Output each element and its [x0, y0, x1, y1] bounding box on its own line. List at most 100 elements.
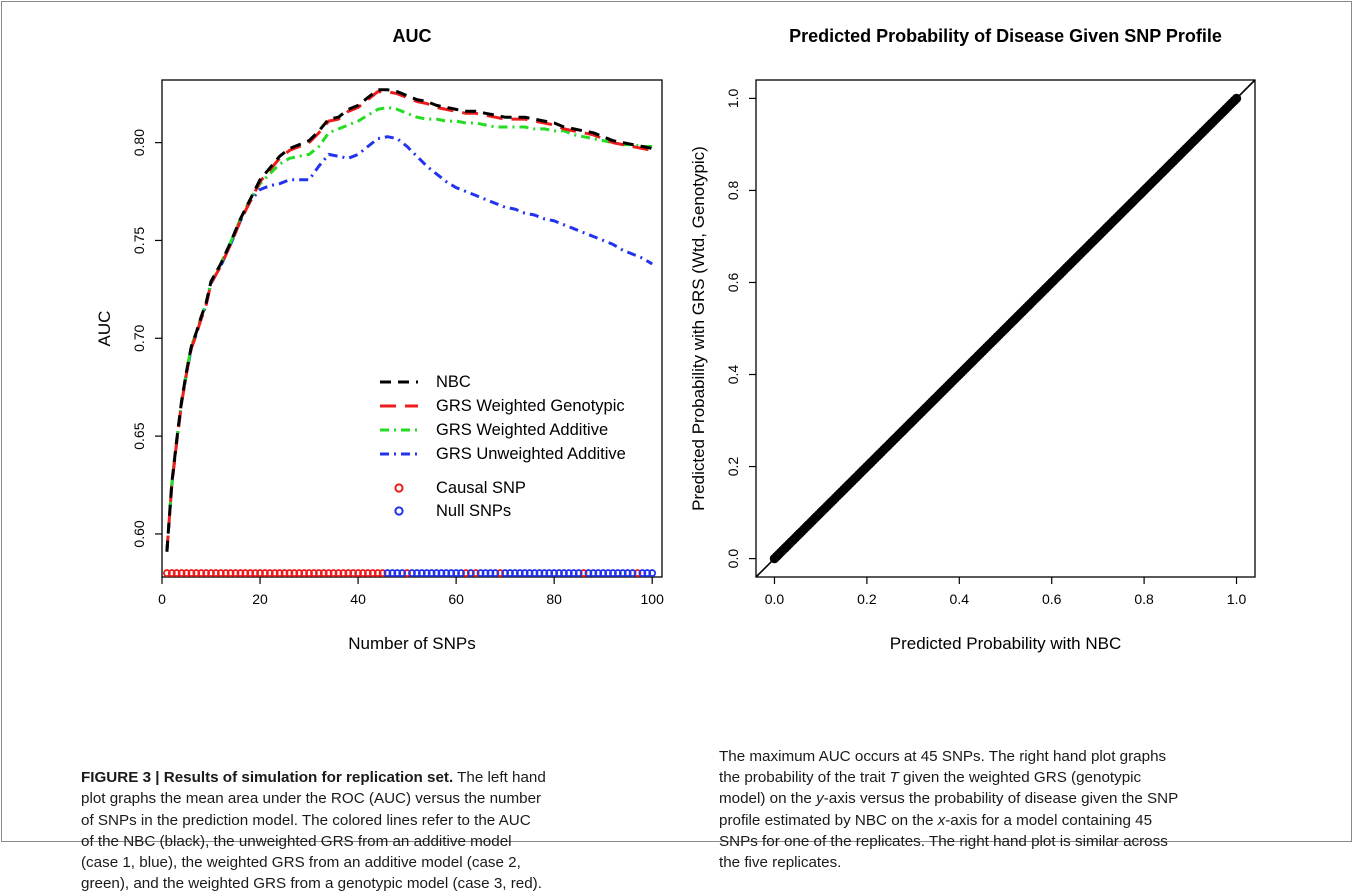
caption-left-line-6: green), and the weighted GRS from a geno…	[81, 875, 542, 893]
figure-frame	[1, 1, 1352, 842]
causal-snp-point	[177, 569, 186, 577]
caption-left-line-4: of the NBC (black), the unweighted GRS f…	[81, 832, 512, 850]
legend-label-2: GRS Weighted Additive	[436, 421, 608, 439]
causal-snp-point	[265, 569, 274, 577]
null-snp-point	[594, 569, 603, 577]
caption-left-line-1: The left hand	[453, 769, 546, 787]
series-line-grs-unweighted-additive	[165, 135, 653, 552]
prob-x-tick-label: 0.4	[950, 591, 970, 607]
legend-point-label-1: Null SNPs	[436, 502, 511, 520]
scatter-point	[1231, 93, 1242, 104]
prob-y-tick-label: 0.8	[725, 181, 741, 201]
null-snp-point	[638, 569, 647, 577]
auc-x-axis-label: Number of SNPs	[348, 634, 476, 653]
prob-y-axis-label: Predicted Probability with GRS (Wtd, Gen…	[689, 146, 708, 511]
caption-y-symbol: y	[816, 790, 824, 808]
null-snp-point	[574, 569, 583, 577]
causal-snp-point	[226, 569, 235, 577]
causal-snp-point	[359, 569, 367, 577]
causal-snp-point	[246, 569, 255, 577]
causal-snp-point	[290, 569, 299, 577]
null-snp-point	[515, 569, 524, 577]
null-snp-point	[422, 569, 431, 577]
auc-y-tick-label: 0.80	[131, 129, 147, 156]
null-snp-point	[589, 569, 598, 577]
causal-snp-point	[256, 569, 264, 577]
auc-y-tick-label: 0.65	[131, 422, 147, 449]
caption-right: The maximum AUC occurs at 45 SNPs. The r…	[719, 746, 1319, 873]
causal-snp-point	[270, 569, 279, 577]
causal-snp-point	[207, 569, 215, 577]
auc-x-tick-label: 40	[350, 591, 366, 607]
prob-y-tick-label: 0.0	[725, 549, 741, 569]
probability-scatter-chart: 0.0 0.2 0.4 0.6 0.8 1.0 0.0 0.2 0.4 0.6 0.8 1.0 Pred…	[689, 26, 1256, 653]
causal-snp-point	[324, 569, 333, 577]
legend-point-label-0: Causal SNP	[436, 479, 526, 497]
prob-y-tick-label: 0.4	[725, 365, 741, 385]
null-snp-point	[613, 569, 622, 577]
causal-snp-point	[197, 569, 206, 577]
null-snp-point	[530, 569, 539, 577]
causal-snp-point	[354, 569, 362, 577]
causal-snp-point	[261, 569, 269, 577]
caption-right-line-2b: given the weighted GRS (genotypic	[898, 769, 1142, 787]
null-snp-point	[569, 569, 578, 577]
null-snp-point	[398, 569, 407, 577]
caption-left-line-2: plot graphs the mean area under the ROC …	[81, 790, 542, 808]
caption-trait-symbol: T	[889, 769, 899, 787]
causal-snp-point	[192, 569, 201, 577]
caption-right-line-4a: profile estimated by NBC on the	[719, 811, 938, 829]
null-snp-point	[413, 569, 421, 577]
auc-y-tick-label: 0.75	[131, 227, 147, 254]
prob-y-tick-label: 0.2	[725, 457, 741, 477]
null-snp-point	[628, 569, 637, 577]
auc-plot-frame	[161, 79, 663, 578]
caption-right-line-3a: model) on the	[719, 790, 817, 808]
prob-plot-frame	[755, 79, 1256, 578]
causal-snp-point	[241, 569, 250, 577]
auc-x-tick-label: 100	[641, 591, 665, 607]
causal-snp-point	[295, 569, 304, 577]
caption-right-line-6: the five replicates.	[719, 854, 842, 872]
causal-snp-point	[280, 569, 289, 577]
causal-snp-point	[319, 569, 328, 577]
null-snp-point	[540, 569, 549, 577]
auc-x-tick-label: 80	[546, 591, 562, 607]
auc-x-tick-label: 60	[448, 591, 464, 607]
causal-snp-point	[349, 569, 358, 577]
auc-chart-title: AUC	[393, 26, 432, 46]
legend-label-0: NBC	[436, 373, 471, 391]
causal-snp-point	[633, 569, 642, 577]
causal-snp-point	[202, 569, 211, 577]
causal-snp-point	[496, 569, 505, 577]
caption-right-line-1: The maximum AUC occurs at 45 SNPs. The r…	[719, 748, 1167, 765]
null-snp-point	[506, 569, 514, 577]
caption-left: FIGURE 3 | Results of simulation for rep…	[81, 746, 681, 894]
null-snp-point	[481, 569, 490, 577]
null-snp-point	[476, 569, 485, 577]
auc-y-axis-label: AUC	[95, 311, 114, 347]
causal-snp-point	[275, 569, 284, 577]
causal-snp-point	[172, 569, 181, 577]
null-snp-point	[623, 569, 632, 577]
null-snp-point	[457, 569, 465, 577]
causal-snp-point	[471, 569, 480, 577]
auc-y-tick-label: 0.70	[131, 324, 147, 351]
causal-snp-point	[310, 569, 318, 577]
null-snp-point	[555, 569, 563, 577]
prob-y-tick-label: 0.6	[725, 273, 741, 293]
null-snp-point	[599, 569, 608, 577]
null-snp-point	[604, 569, 612, 577]
causal-snp-point	[373, 569, 382, 577]
prob-x-tick-label: 0.2	[857, 591, 877, 607]
causal-snp-point	[251, 569, 260, 577]
caption-right-line-2a: the probability of the trait	[719, 769, 890, 787]
causal-snp-point	[300, 569, 309, 577]
causal-snp-point	[182, 569, 191, 577]
null-snp-point	[383, 569, 392, 577]
null-snp-point	[501, 569, 510, 577]
causal-snp-point	[216, 569, 225, 577]
null-snp-point	[447, 569, 456, 577]
prob-x-tick-label: 0.6	[1042, 591, 1062, 607]
auc-chart: 0 20 40 60 80 100 0.60 0.65 0.70 0.75 0.80 Number o…	[95, 26, 664, 653]
